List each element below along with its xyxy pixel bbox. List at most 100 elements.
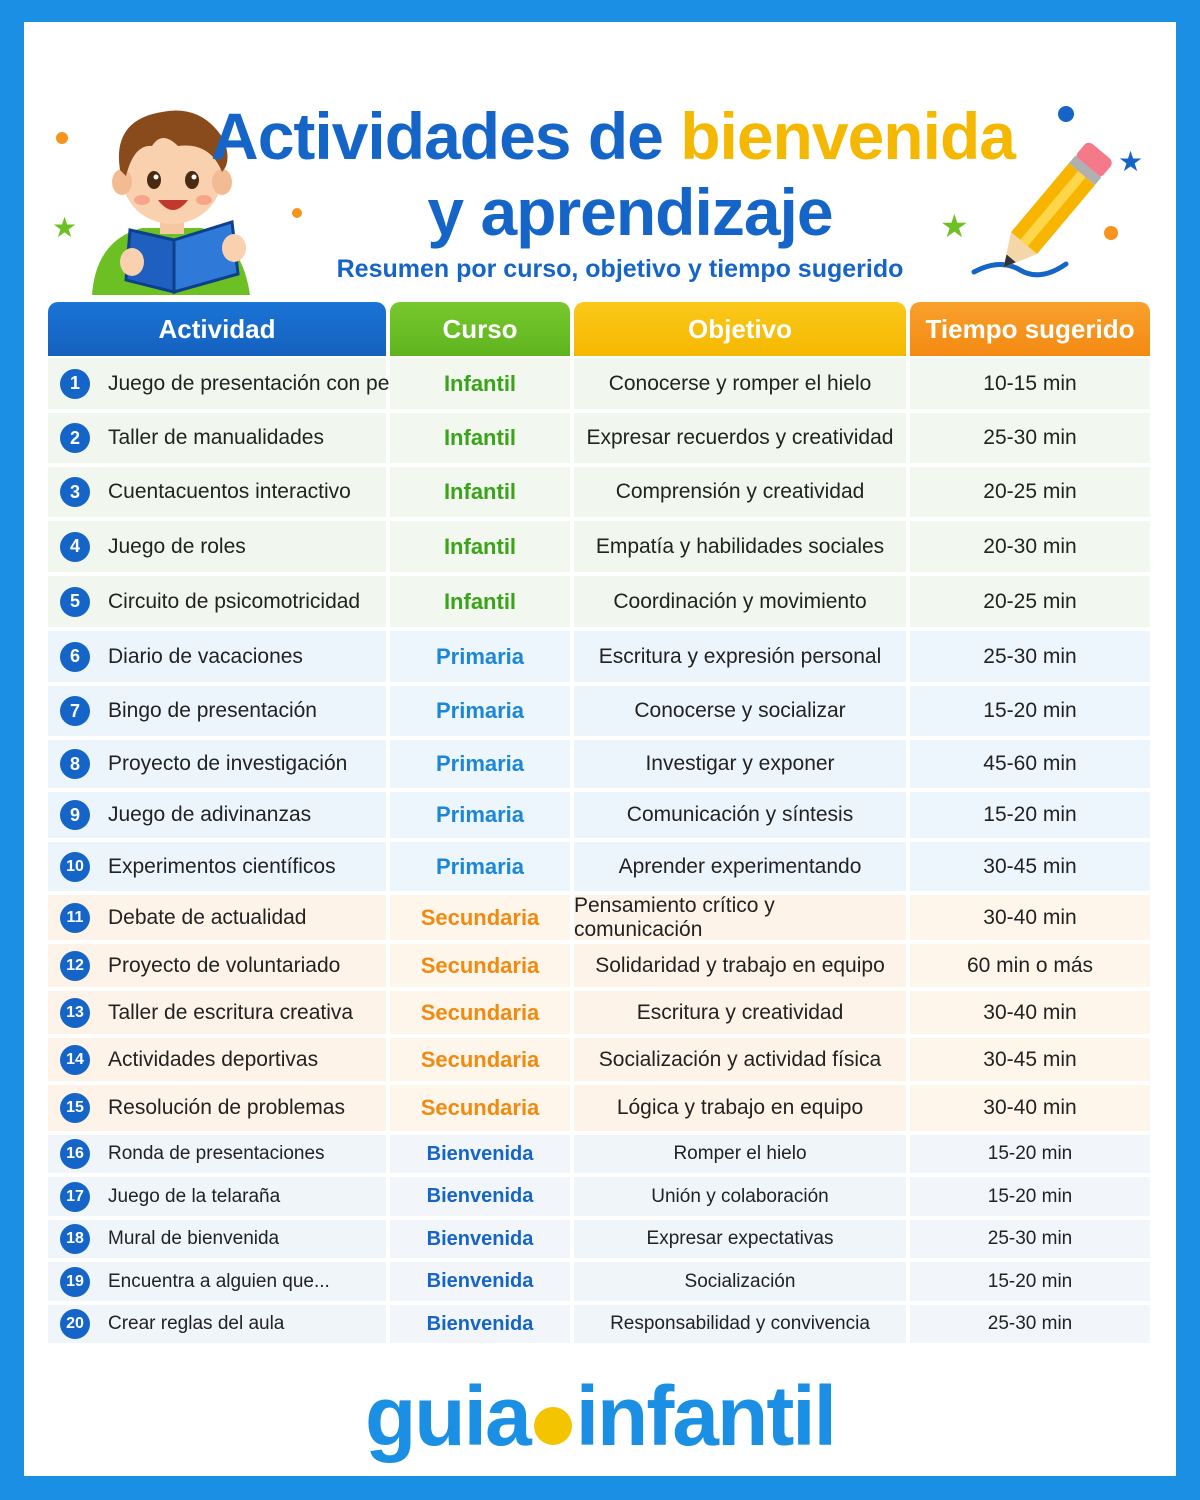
cell-objetivo-text: Socialización — [684, 1270, 796, 1292]
cell-actividad: 1 Juego de presentación con pelota — [48, 358, 423, 409]
cell-curso: Primaria — [390, 686, 570, 736]
cell-tiempo: 45-60 min — [910, 740, 1150, 788]
cell-curso-text: Infantil — [443, 425, 517, 450]
cell-tiempo: 30-45 min — [910, 842, 1150, 891]
cell-actividad: 15 Resolución de problemas — [48, 1085, 386, 1131]
logo-dot — [533, 1406, 572, 1445]
cell-curso: Secundaria — [390, 991, 570, 1034]
cell-curso-text: Infantil — [443, 479, 517, 504]
cell-objetivo: Escritura y creatividad — [574, 991, 906, 1034]
cell-curso-text: Primaria — [435, 698, 525, 723]
row-number-badge: 9 — [60, 800, 90, 830]
cell-objetivo: Responsabilidad y convivencia — [574, 1305, 906, 1343]
cell-curso: Secundaria — [390, 944, 570, 987]
cell-objetivo-text: Conocerse y romper el hielo — [608, 371, 872, 395]
cell-actividad: 4 Juego de roles — [48, 521, 386, 572]
cell-objetivo: Escritura y expresión personal — [574, 631, 906, 682]
cell-objetivo-text: Comunicación y síntesis — [626, 803, 854, 826]
guiainfantil-logo: guia infantil — [0, 1368, 1200, 1465]
cell-curso-text: Primaria — [435, 643, 525, 669]
actividad-text: Juego de roles — [108, 534, 246, 558]
cell-objetivo-text: Expresar recuerdos y creatividad — [586, 426, 894, 449]
actividad-text: Diario de vacaciones — [108, 644, 303, 668]
cell-objetivo-text: Investigar y exponer — [645, 752, 835, 775]
table-row: 15 Resolución de problemas Secundaria Lógic… — [48, 1085, 1150, 1135]
cell-objetivo-text: Socialización y actividad física — [598, 1047, 882, 1071]
actividad-text: Bingo de presentación — [108, 699, 317, 722]
cell-objetivo-text: Lógica y trabajo en equipo — [616, 1096, 864, 1119]
cell-objetivo: Coordinación y movimiento — [574, 576, 906, 627]
cell-actividad: 11 Debate de actualidad — [48, 895, 386, 940]
cell-tiempo: 15-20 min — [910, 1135, 1150, 1173]
table-row: 19 Encuentra a alguien que... Bienvenida So… — [48, 1262, 1150, 1305]
actividad-text: Taller de escritura creativa — [108, 1000, 354, 1024]
cell-actividad: 16 Ronda de presentaciones — [48, 1135, 386, 1173]
cell-curso: Infantil — [390, 576, 570, 627]
cell-objetivo: Aprender experimentando — [574, 842, 906, 891]
cell-tiempo: 30-40 min — [910, 991, 1150, 1034]
title-part1: Actividades de — [211, 99, 681, 173]
page-subtitle: Resumen por curso, objetivo y tiempo sug… — [336, 255, 904, 283]
row-number-badge: 11 — [60, 902, 90, 933]
cell-curso-text: Primaria — [435, 802, 525, 827]
row-number-badge: 14 — [60, 1044, 90, 1075]
cell-tiempo-text: 20-25 min — [983, 480, 1077, 503]
orange-dot-decoration — [1104, 226, 1118, 240]
cell-actividad: 12 Proyecto de voluntariado — [48, 944, 386, 987]
cell-curso-text: Bienvenida — [426, 1185, 534, 1207]
cell-objetivo: Conocerse y romper el hielo — [574, 358, 906, 409]
cell-curso-text: Primaria — [435, 853, 525, 879]
blue-dot-decoration — [1058, 106, 1074, 122]
header-objetivo: Objetivo — [574, 302, 906, 356]
cell-objetivo: Expresar expectativas — [574, 1220, 906, 1258]
cell-tiempo: 20-30 min — [910, 521, 1150, 572]
cell-actividad: 10 Experimentos científicos — [48, 842, 386, 891]
cell-curso: Secundaria — [390, 895, 570, 940]
page-title-line2: y aprendizaje — [427, 175, 833, 249]
cell-tiempo-text: 25-30 min — [987, 1228, 1073, 1249]
cell-tiempo-text: 15-20 min — [983, 803, 1077, 826]
cell-objetivo: Lógica y trabajo en equipo — [574, 1085, 906, 1131]
cell-curso: Bienvenida — [390, 1305, 570, 1343]
table-row: 8 Proyecto de investigación Primaria Invest… — [48, 740, 1150, 792]
table-header: Actividad Curso Objetivo Tiempo sugerido — [48, 302, 1150, 356]
cell-tiempo-text: 15-20 min — [987, 1143, 1073, 1164]
cell-objetivo-text: Empatía y habilidades sociales — [595, 534, 885, 558]
cell-curso: Primaria — [390, 631, 570, 682]
row-number-badge: 4 — [60, 531, 90, 562]
row-number-badge: 2 — [60, 423, 90, 453]
orange-dot-decoration — [56, 132, 68, 144]
cell-objetivo: Socialización y actividad física — [574, 1038, 906, 1081]
cell-curso-text: Bienvenida — [426, 1227, 534, 1250]
row-number-badge: 1 — [60, 368, 90, 399]
cell-curso-text: Secundaria — [420, 904, 540, 930]
cell-tiempo: 25-30 min — [910, 413, 1150, 463]
cell-tiempo-text: 25-30 min — [983, 426, 1077, 449]
table-row: 13 Taller de escritura creativa Secundaria… — [48, 991, 1150, 1038]
green-star-icon: ★ — [52, 212, 78, 243]
table-row: 3 Cuentacuentos interactivo Infantil Compre… — [48, 467, 1150, 521]
cell-curso-text: Primaria — [435, 751, 525, 776]
table-row: 5 Circuito de psicomotricidad Infantil Coor… — [48, 576, 1150, 631]
cell-objetivo-text: Conocerse y socializar — [634, 699, 846, 722]
cell-objetivo-text: Escritura y expresión personal — [598, 644, 882, 668]
actividad-text: Resolución de problemas — [108, 1096, 345, 1119]
row-number-badge: 5 — [60, 586, 90, 617]
cell-objetivo-text: Expresar expectativas — [646, 1228, 834, 1249]
row-number-badge: 3 — [60, 477, 90, 507]
cell-curso: Infantil — [390, 521, 570, 572]
cell-tiempo-text: 60 min o más — [966, 953, 1094, 977]
row-number-badge: 7 — [60, 696, 90, 726]
table-row: 2 Taller de manualidades Infantil Expresar … — [48, 413, 1150, 467]
cell-objetivo: Comunicación y síntesis — [574, 792, 906, 838]
page-title-line1: Actividades de bienvenida — [0, 98, 1200, 174]
cell-curso-text: Secundaria — [420, 952, 540, 978]
green-star-icon: ★ — [940, 208, 969, 244]
cell-objetivo-text: Coordinación y movimiento — [613, 589, 867, 613]
logo-text-right: infantil — [575, 1369, 837, 1463]
row-number-badge: 15 — [60, 1093, 90, 1123]
cell-curso-text: Bienvenida — [426, 1142, 534, 1165]
cell-actividad: 9 Juego de adivinanzas — [48, 792, 386, 838]
cell-actividad: 18 Mural de bienvenida — [48, 1220, 386, 1258]
header-tiempo: Tiempo sugerido — [910, 302, 1150, 356]
